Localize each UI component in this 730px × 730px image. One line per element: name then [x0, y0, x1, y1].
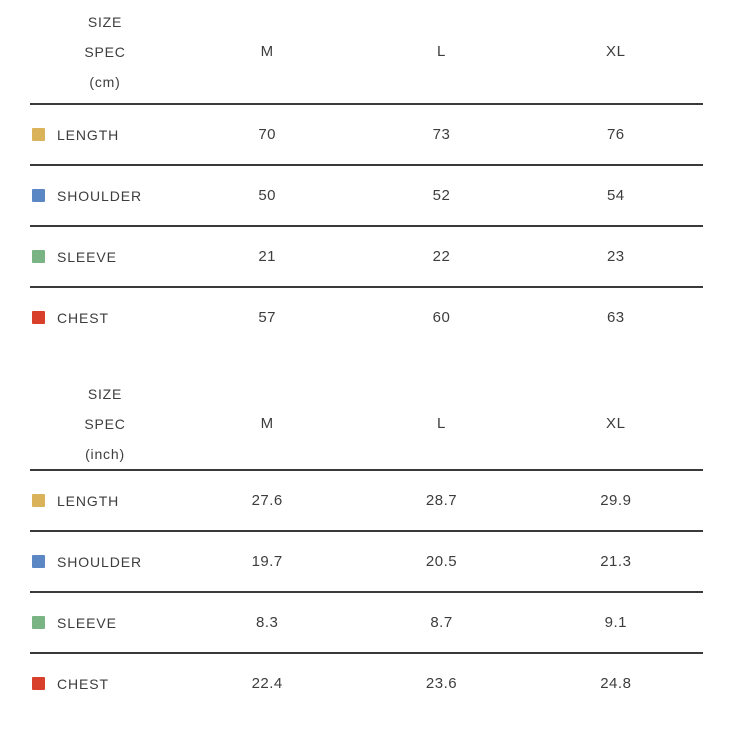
- table-cell: 28.7: [425, 492, 458, 509]
- table-cell: 20.5: [425, 553, 458, 570]
- table-cell: 29.9: [600, 492, 632, 509]
- legend-square-icon: [32, 189, 45, 202]
- table-cell: 22: [432, 248, 451, 265]
- table-cell: 52: [432, 187, 451, 204]
- legend-square-icon: [32, 616, 45, 629]
- table-row-sleeve: SLEEVE 21 22 23: [30, 227, 703, 288]
- title-line: SPEC: [84, 43, 126, 60]
- column-header-m: M: [260, 43, 274, 60]
- title-line: SPEC: [84, 415, 126, 432]
- header-title-cell: SIZE SPEC (inch): [30, 379, 180, 469]
- table-row-shoulder: SHOULDER 50 52 54: [30, 166, 703, 227]
- table-cell: 23: [606, 248, 625, 265]
- title-line: (inch): [85, 445, 125, 462]
- row-label-cell: LENGTH: [30, 127, 180, 143]
- table-row-length: LENGTH 70 73 76: [30, 105, 703, 166]
- table-cell: 76: [606, 126, 625, 143]
- table-cell: 19.7: [251, 553, 283, 570]
- table-cell: 63: [606, 309, 625, 326]
- size-table-inch: SIZE SPEC (inch) M L XL LENGTH 27.6 28.7…: [30, 378, 703, 713]
- header-title-cell: SIZE SPEC (cm): [30, 7, 180, 97]
- table-cell: 21: [258, 248, 276, 265]
- table-header-inch: SIZE SPEC (inch) M L XL: [30, 378, 703, 471]
- row-label: SHOULDER: [57, 187, 142, 204]
- row-label: SLEEVE: [57, 248, 117, 265]
- table-cell: 23.6: [425, 675, 458, 692]
- row-label-cell: CHEST: [30, 676, 180, 692]
- row-label: CHEST: [57, 309, 109, 326]
- row-label: LENGTH: [57, 126, 120, 143]
- table-cell: 9.1: [604, 614, 627, 631]
- title-line: SIZE: [87, 13, 123, 30]
- table-cell: 22.4: [251, 675, 283, 692]
- table-row-chest: CHEST 22.4 23.6 24.8: [30, 654, 703, 713]
- table-header-cm: SIZE SPEC (cm) M L XL: [30, 0, 703, 105]
- legend-square-icon: [32, 677, 45, 690]
- table-cell: 70: [258, 126, 276, 143]
- table-cell: 57: [258, 309, 276, 326]
- column-header-xl: XL: [606, 415, 626, 432]
- table-title-cm: SIZE SPEC (cm): [30, 7, 180, 97]
- table-cell: 50: [258, 187, 276, 204]
- legend-square-icon: [32, 494, 45, 507]
- table-cell: 54: [606, 187, 625, 204]
- table-cell: 73: [432, 126, 451, 143]
- table-row-sleeve: SLEEVE 8.3 8.7 9.1: [30, 593, 703, 654]
- table-title-inch: SIZE SPEC (inch): [30, 379, 180, 469]
- row-label-cell: LENGTH: [30, 493, 180, 509]
- table-row-length: LENGTH 27.6 28.7 29.9: [30, 471, 703, 532]
- column-header-l: L: [437, 43, 446, 60]
- row-label-cell: SLEEVE: [30, 615, 180, 631]
- row-label: CHEST: [57, 675, 109, 692]
- row-label-cell: SLEEVE: [30, 249, 180, 265]
- row-label-cell: SHOULDER: [30, 188, 180, 204]
- table-cell: 8.7: [430, 614, 453, 631]
- table-row-chest: CHEST 57 60 63: [30, 288, 703, 347]
- title-line: (cm): [89, 73, 121, 90]
- legend-square-icon: [32, 555, 45, 568]
- legend-square-icon: [32, 250, 45, 263]
- row-label: SLEEVE: [57, 614, 117, 631]
- title-line: SIZE: [87, 385, 123, 402]
- row-label-cell: SHOULDER: [30, 554, 180, 570]
- table-cell: 24.8: [600, 675, 632, 692]
- row-label: SHOULDER: [57, 553, 142, 570]
- table-cell: 21.3: [600, 553, 632, 570]
- table-cell: 27.6: [251, 492, 283, 509]
- column-header-xl: XL: [606, 43, 626, 60]
- table-row-shoulder: SHOULDER 19.7 20.5 21.3: [30, 532, 703, 593]
- legend-square-icon: [32, 128, 45, 141]
- column-header-l: L: [437, 415, 446, 432]
- row-label-cell: CHEST: [30, 310, 180, 326]
- column-header-m: M: [260, 415, 274, 432]
- size-table-cm: SIZE SPEC (cm) M L XL LENGTH 70 73 76 SH…: [30, 0, 703, 347]
- table-cell: 60: [432, 309, 451, 326]
- legend-square-icon: [32, 311, 45, 324]
- table-cell: 8.3: [255, 614, 279, 631]
- row-label: LENGTH: [57, 492, 120, 509]
